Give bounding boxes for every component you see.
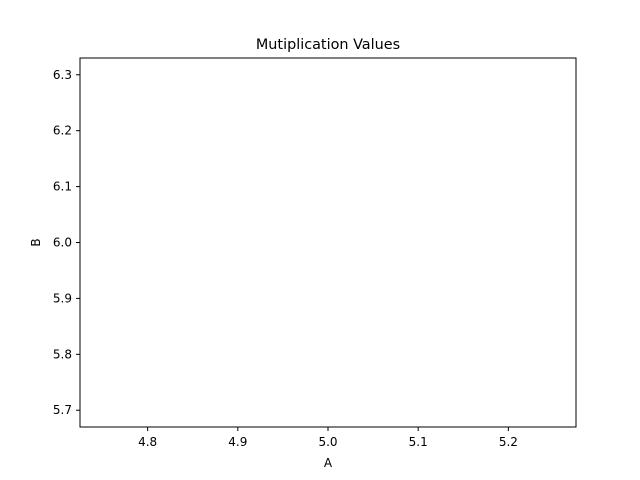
y-tick-label: 6.0 bbox=[53, 236, 72, 250]
y-tick-label: 6.1 bbox=[53, 180, 72, 194]
y-axis-title: B bbox=[29, 238, 43, 246]
x-tick-label: 5.0 bbox=[318, 435, 337, 449]
x-axis-title: A bbox=[324, 456, 333, 470]
y-tick-label: 5.9 bbox=[53, 291, 72, 305]
x-axis: 4.8 4.9 5.0 5.1 5.2 bbox=[138, 427, 518, 449]
x-tick-label: 5.1 bbox=[409, 435, 428, 449]
x-tick-label: 5.2 bbox=[499, 435, 518, 449]
y-axis: 5.7 5.8 5.9 6.0 6.1 6.2 6.3 bbox=[53, 68, 80, 417]
chart-title: Mutiplication Values bbox=[256, 37, 400, 53]
y-tick-label: 6.2 bbox=[53, 124, 72, 138]
x-tick-label: 4.9 bbox=[228, 435, 247, 449]
x-tick-label: 4.8 bbox=[138, 435, 157, 449]
y-tick-label: 5.8 bbox=[53, 347, 72, 361]
y-tick-label: 5.7 bbox=[53, 403, 72, 417]
y-tick-label: 6.3 bbox=[53, 68, 72, 82]
